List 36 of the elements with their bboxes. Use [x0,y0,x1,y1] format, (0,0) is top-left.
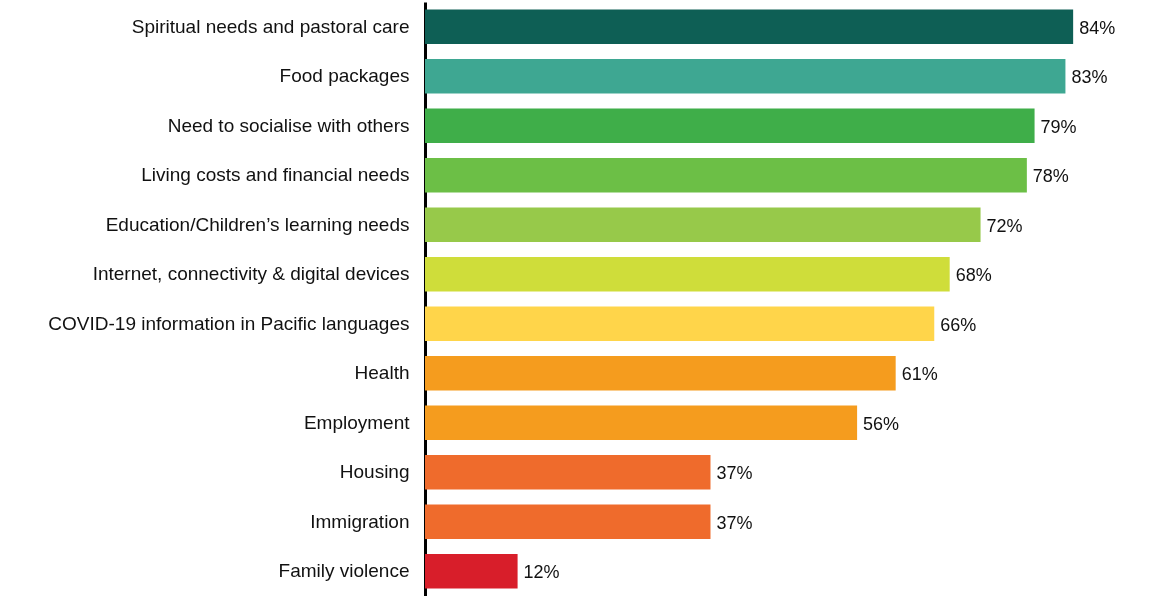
bar [425,405,858,441]
data-label: 83% [1071,67,1108,88]
data-label: 37% [716,463,753,484]
y-tick-label: Family violence [278,560,410,582]
y-tick-label: Housing [339,461,410,483]
bar [425,207,981,243]
data-label: 68% [955,265,992,286]
bar [425,58,1066,94]
data-label: 79% [1040,116,1077,137]
bar [425,454,711,490]
bar [425,504,711,540]
y-tick-label: Spiritual needs and pastoral care [131,15,410,37]
bar [425,553,518,589]
bar [425,157,1027,193]
y-tick-label: Employment [303,411,411,433]
y-tick-label: Education/Children’s learning needs [105,213,410,235]
y-tick-label: Immigration [310,510,410,532]
data-label: 84% [1079,17,1116,38]
y-tick-label: Internet, connectivity & digital devices [92,263,410,285]
y-tick-label: COVID-19 information in Pacific languages [48,312,410,334]
bar [425,256,950,292]
y-tick-label: Health [354,362,410,384]
y-tick-label: Living costs and financial needs [141,164,410,186]
data-label: 37% [716,512,753,533]
data-label: 72% [986,215,1023,236]
y-tick-label: Food packages [279,65,410,87]
bar [425,355,896,391]
data-label: 12% [523,562,560,583]
bar [425,306,935,342]
data-label: 61% [901,364,938,385]
bar [425,9,1074,45]
bar [425,108,1035,144]
data-label: 78% [1032,166,1069,187]
data-label: 66% [940,314,977,335]
y-tick-label: Need to socialise with others [167,114,410,136]
data-label: 56% [863,413,900,434]
